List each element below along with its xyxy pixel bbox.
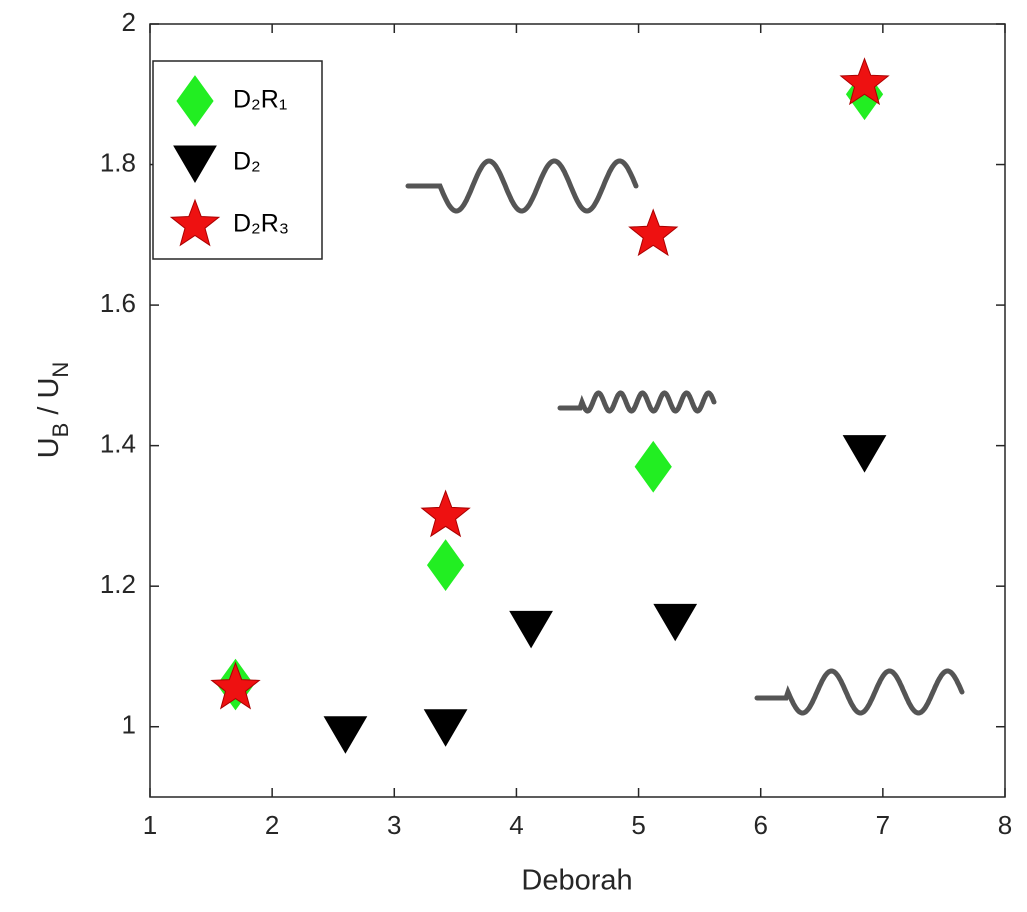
x-tick-label: 6 — [753, 810, 767, 840]
y-tick-label: 1.6 — [100, 288, 136, 318]
x-tick-label: 4 — [509, 810, 523, 840]
point — [842, 435, 887, 473]
point — [509, 610, 553, 649]
y-tick-label: 2 — [122, 7, 136, 37]
y-tick-label: 1.2 — [100, 569, 136, 599]
legend-label: D₂R₃ — [233, 210, 289, 238]
point — [628, 208, 679, 257]
point — [426, 539, 465, 591]
subscript: N — [48, 362, 73, 378]
x-tick-label: 8 — [998, 810, 1012, 840]
legend-label: D₂ — [233, 148, 261, 176]
x-tick-label: 7 — [876, 810, 890, 840]
x-tick-label: 5 — [631, 810, 645, 840]
point — [210, 661, 261, 710]
point — [323, 716, 368, 754]
point — [839, 57, 890, 106]
x-tick-label: 1 — [143, 810, 157, 840]
helix — [405, 158, 639, 214]
helix — [754, 668, 965, 716]
point — [420, 489, 471, 538]
label-part: U — [33, 437, 65, 458]
y-axis-label: UB / UN — [33, 362, 74, 459]
y-tick-label: 1 — [122, 710, 136, 740]
helix-icons — [405, 158, 965, 716]
x-axis-label: Deborah — [521, 865, 632, 897]
helix — [557, 390, 717, 414]
legend-marker — [169, 198, 221, 247]
y-tick-label: 1.4 — [100, 429, 136, 459]
label-part: / U — [33, 378, 65, 423]
x-tick-label: 2 — [265, 810, 279, 840]
point — [423, 709, 468, 747]
point — [653, 603, 698, 642]
subscript: B — [48, 423, 73, 438]
legend-marker — [173, 145, 217, 183]
x-tick-label: 3 — [387, 810, 401, 840]
point — [634, 440, 672, 493]
legend-box — [152, 60, 323, 260]
legend-label: D₂R₁ — [233, 86, 287, 114]
legend-marker — [176, 75, 214, 127]
y-tick-label: 1.8 — [100, 147, 136, 177]
